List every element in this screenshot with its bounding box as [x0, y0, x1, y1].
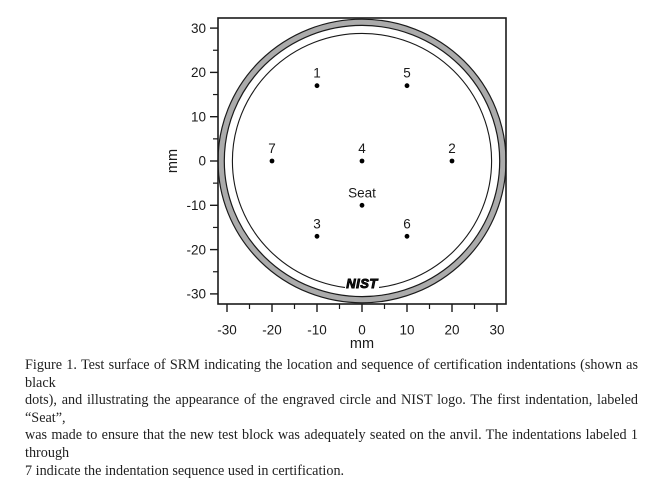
indentation-label-4: 4	[358, 141, 366, 156]
figure-caption: Figure 1. Test surface of SRM indicating…	[25, 357, 638, 480]
caption-line-4: 7 indicate the indentation sequence used…	[25, 462, 345, 479]
indentation-label-3: 3	[313, 216, 321, 231]
nist-logo-background	[345, 277, 379, 290]
x-axis-label: mm	[350, 336, 374, 352]
indentation-dot-5	[404, 83, 410, 89]
x-axis-tick-label: 30	[489, 323, 504, 338]
indentation-label-5: 5	[403, 66, 411, 81]
indentation-label-seat: Seat	[348, 185, 376, 200]
y-axis-tick-label: 20	[191, 65, 206, 80]
indentation-dot-1	[314, 83, 320, 89]
x-axis-tick-label: 0	[358, 323, 366, 338]
indentation-label-6: 6	[403, 216, 411, 231]
y-axis-tick-label: 30	[191, 21, 206, 36]
x-axis-tick-label: -30	[217, 323, 237, 338]
engraved-ring	[218, 19, 506, 303]
caption-line-2: dots), and illustrating the appearance o…	[25, 392, 638, 426]
indentation-dot-4	[359, 158, 365, 164]
indentation-dot-seat	[359, 202, 365, 208]
caption-line-3: was made to ensure that the new test blo…	[25, 427, 638, 461]
x-axis-tick-label: -20	[262, 323, 282, 338]
y-axis-tick-label: -20	[186, 242, 206, 257]
y-axis-tick-label: 10	[191, 109, 206, 124]
indentation-label-1: 1	[313, 66, 321, 81]
x-axis-tick-label: 10	[399, 323, 414, 338]
srm-test-surface-plot: NIST -30 -20 -10 0 10 20 30 -30 -20 -10 0 10 20 30 mm mm…	[165, 17, 507, 352]
indentation-dot-3	[314, 233, 320, 239]
y-axis-label: mm	[165, 149, 181, 173]
indentation-label-7: 7	[268, 141, 276, 156]
x-axis-tick-label: 20	[444, 323, 459, 338]
engraved-ring-inner-edge	[223, 24, 501, 298]
nist-logo: NIST	[346, 276, 378, 291]
figure-1: NIST -30 -20 -10 0 10 20 30 -30 -20 -10 0 10 20 30 mm mm…	[165, 17, 507, 352]
y-axis-tick-label: 0	[198, 154, 206, 169]
y-axis-tick-label: -30	[186, 287, 206, 302]
indentation-dot-6	[404, 233, 410, 239]
x-axis-tick-label: -10	[307, 323, 327, 338]
indentation-label-2: 2	[448, 141, 456, 156]
indentation-dot-2	[449, 158, 455, 164]
indentation-dot-7	[269, 158, 275, 164]
caption-line-1: Figure 1. Test surface of SRM indicating…	[25, 357, 638, 391]
y-axis-tick-label: -10	[186, 198, 206, 213]
